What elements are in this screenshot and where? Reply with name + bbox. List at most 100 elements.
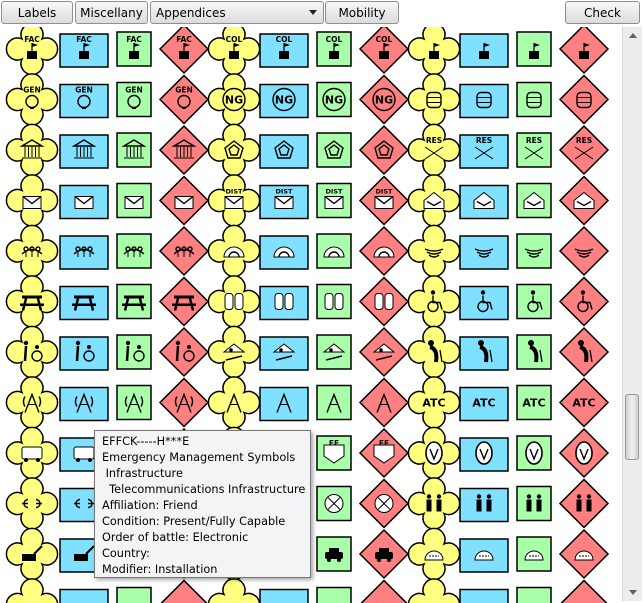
symbol-cell[interactable] <box>316 283 352 320</box>
symbol-cell[interactable] <box>59 588 109 603</box>
symbol-cell[interactable]: NG <box>316 81 352 118</box>
symbol-cell[interactable]: ATC <box>459 386 509 422</box>
symbol-cell[interactable] <box>558 27 610 75</box>
symbol-cell[interactable] <box>5 376 59 429</box>
symbol-cell[interactable] <box>59 336 109 371</box>
mobility-button[interactable]: Mobility <box>325 1 399 24</box>
symbol-cell[interactable] <box>5 325 59 379</box>
symbol-cell[interactable] <box>259 336 309 371</box>
symbol-cell[interactable]: GEN <box>158 74 210 125</box>
symbol-cell[interactable]: RES <box>516 132 552 168</box>
symbol-cell[interactable] <box>558 74 610 125</box>
vertical-scrollbar[interactable] <box>622 27 642 601</box>
symbol-cell[interactable] <box>116 182 152 219</box>
symbol-cell[interactable] <box>5 275 59 328</box>
symbol-cell[interactable] <box>516 31 552 67</box>
symbol-cell[interactable] <box>207 275 261 328</box>
symbol-cell[interactable] <box>116 586 152 603</box>
symbol-cell[interactable] <box>358 528 410 580</box>
symbol-cell[interactable] <box>558 175 610 226</box>
symbol-cell[interactable]: DIST <box>316 182 352 219</box>
symbol-cell[interactable] <box>407 426 461 480</box>
symbol-cell[interactable]: DIST <box>259 184 309 220</box>
symbol-cell[interactable] <box>5 426 59 480</box>
symbol-cell[interactable] <box>407 578 461 603</box>
symbol-cell[interactable] <box>316 334 352 370</box>
symbol-cell[interactable] <box>316 384 352 421</box>
symbol-cell[interactable]: COL <box>316 31 352 67</box>
symbol-cell[interactable] <box>207 325 261 379</box>
symbol-cell[interactable] <box>516 334 552 370</box>
symbol-cell[interactable] <box>459 538 509 573</box>
symbol-cell[interactable] <box>5 477 59 530</box>
miscellany-button[interactable]: Miscellany <box>75 1 148 24</box>
symbol-cell[interactable]: FAC <box>5 27 59 76</box>
symbol-cell[interactable] <box>358 326 410 378</box>
symbol-cell[interactable] <box>116 132 152 168</box>
symbol-cell[interactable] <box>459 336 509 371</box>
symbol-cell[interactable]: GEN <box>59 83 109 119</box>
symbol-cell[interactable] <box>459 285 509 321</box>
symbol-cell[interactable]: COL <box>259 33 309 68</box>
labels-button[interactable]: Labels <box>1 1 73 24</box>
symbol-cell[interactable] <box>207 578 261 603</box>
symbol-cell[interactable] <box>358 377 410 428</box>
symbol-cell[interactable] <box>5 224 59 278</box>
symbol-cell[interactable] <box>316 485 352 522</box>
symbol-cell[interactable] <box>407 477 461 530</box>
symbol-cell[interactable] <box>516 435 552 471</box>
symbol-cell[interactable] <box>407 73 461 126</box>
symbol-cell[interactable]: FE <box>358 427 410 479</box>
symbol-cell[interactable] <box>459 437 509 472</box>
symbol-cell[interactable]: FAC <box>59 33 109 68</box>
symbol-cell[interactable] <box>158 377 210 428</box>
symbol-cell[interactable]: ATC <box>407 376 461 429</box>
symbol-cell[interactable] <box>5 174 59 227</box>
symbol-cell[interactable]: FAC <box>116 31 152 67</box>
symbol-cell[interactable] <box>459 235 509 270</box>
symbol-cell[interactable] <box>459 33 509 68</box>
symbol-cell[interactable] <box>116 233 152 269</box>
symbol-cell[interactable] <box>516 233 552 269</box>
symbol-cell[interactable] <box>158 276 210 327</box>
symbol-cell[interactable] <box>316 536 352 572</box>
symbol-cell[interactable] <box>516 485 552 522</box>
symbol-cell[interactable] <box>407 27 461 76</box>
symbol-cell[interactable] <box>5 527 59 581</box>
symbol-cell[interactable] <box>207 123 261 177</box>
symbol-cell[interactable]: RES <box>407 123 461 177</box>
symbol-cell[interactable] <box>160 579 208 603</box>
symbol-cell[interactable] <box>407 527 461 581</box>
symbol-cell[interactable] <box>407 174 461 227</box>
symbol-cell[interactable]: FAC <box>158 27 210 75</box>
symbol-cell[interactable] <box>459 184 509 220</box>
symbol-cell[interactable] <box>158 175 210 226</box>
symbol-cell[interactable] <box>207 376 261 429</box>
symbol-cell[interactable] <box>516 536 552 572</box>
symbol-cell[interactable] <box>316 586 352 603</box>
symbol-cell[interactable] <box>516 586 552 603</box>
symbol-cell[interactable] <box>59 235 109 270</box>
symbol-cell[interactable] <box>358 225 410 277</box>
scrollbar-thumb[interactable] <box>625 394 639 460</box>
symbol-cell[interactable] <box>259 588 309 603</box>
symbol-cell[interactable] <box>358 276 410 327</box>
symbol-cell[interactable] <box>407 325 461 379</box>
symbol-cell[interactable] <box>459 588 509 603</box>
symbol-cell[interactable]: DIST <box>358 175 410 226</box>
symbol-cell[interactable] <box>516 283 552 320</box>
symbol-cell[interactable] <box>360 579 408 603</box>
symbol-cell[interactable] <box>259 285 309 321</box>
symbol-cell[interactable] <box>558 225 610 277</box>
symbol-cell[interactable] <box>407 275 461 328</box>
symbol-cell[interactable] <box>407 224 461 278</box>
symbol-cell[interactable] <box>516 81 552 118</box>
symbol-cell[interactable]: FE <box>316 435 352 471</box>
symbol-cell[interactable] <box>316 233 352 269</box>
symbol-cell[interactable]: NG <box>207 73 261 126</box>
symbol-cell[interactable] <box>558 478 610 529</box>
symbol-cell[interactable] <box>560 579 608 603</box>
symbol-cell[interactable] <box>358 124 410 176</box>
symbol-cell[interactable] <box>59 285 109 321</box>
symbol-cell[interactable] <box>558 326 610 378</box>
